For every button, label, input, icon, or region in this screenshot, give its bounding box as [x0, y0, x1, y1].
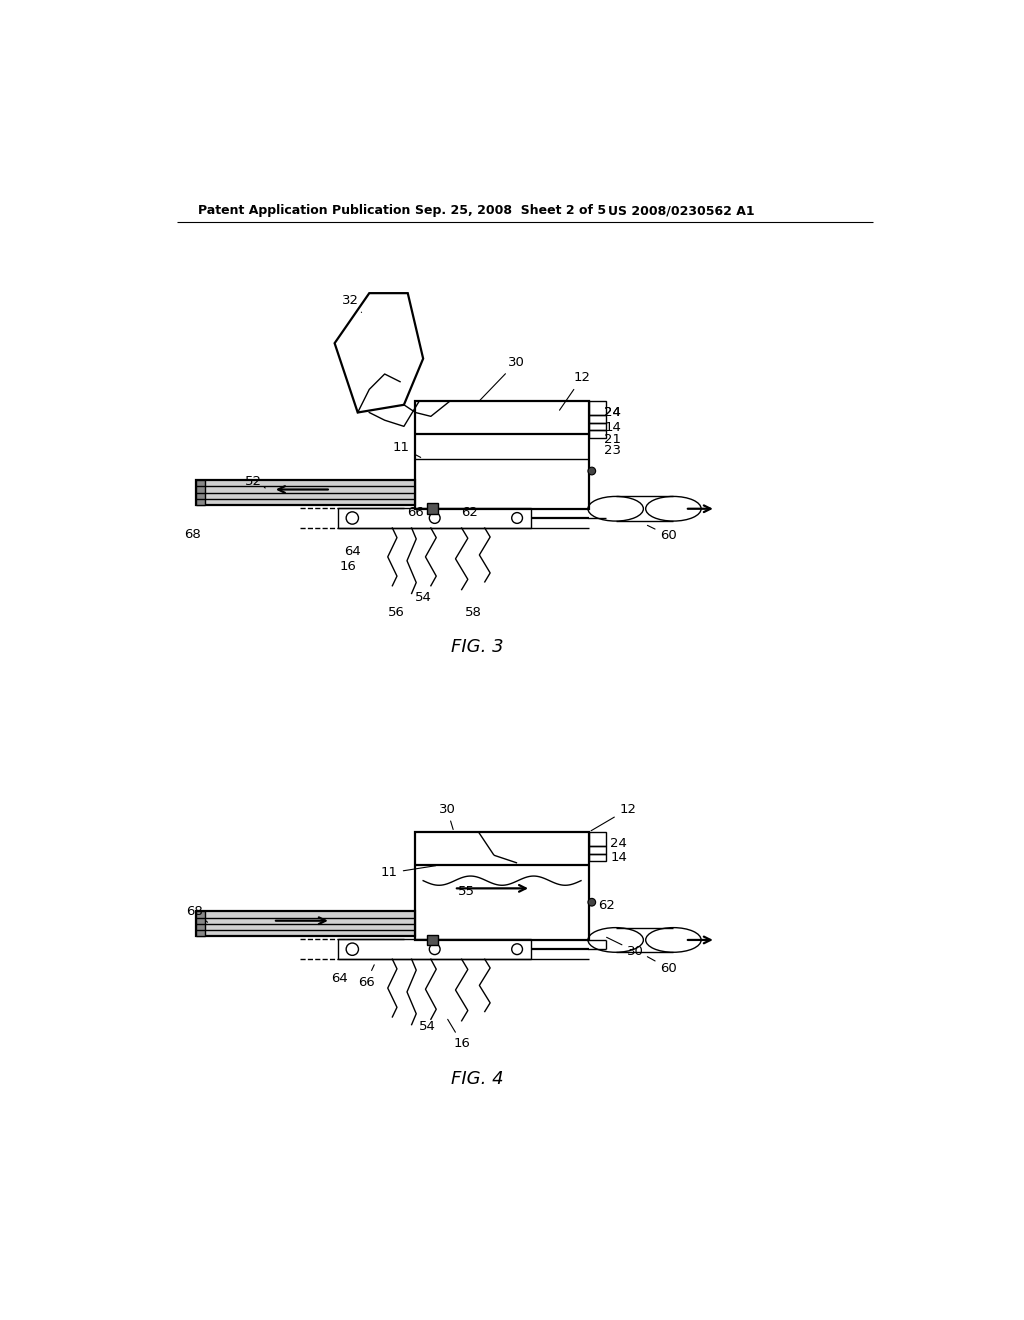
Text: 62: 62: [461, 506, 478, 519]
Bar: [427, 503, 438, 515]
Text: 66: 66: [357, 965, 375, 989]
Bar: [589, 414, 605, 422]
Text: US 2008/0230562 A1: US 2008/0230562 A1: [608, 205, 755, 218]
Text: 64: 64: [331, 972, 347, 985]
Bar: [589, 854, 605, 862]
Text: 60: 60: [647, 957, 677, 975]
Bar: [416, 832, 589, 940]
Text: 24: 24: [610, 837, 627, 850]
Text: 64: 64: [345, 545, 361, 557]
Bar: [196, 480, 416, 506]
Text: 24: 24: [604, 407, 621, 418]
Text: 24: 24: [604, 407, 621, 418]
Text: FIG. 3: FIG. 3: [451, 639, 504, 656]
Text: 16: 16: [447, 1019, 471, 1051]
Bar: [339, 508, 531, 528]
Text: 56: 56: [388, 606, 404, 619]
Text: 58: 58: [465, 606, 481, 619]
Text: 11: 11: [392, 441, 421, 458]
Text: 12: 12: [559, 371, 590, 411]
Bar: [589, 846, 605, 854]
Text: 21: 21: [604, 433, 622, 446]
Text: 68: 68: [184, 528, 201, 541]
Text: 54: 54: [415, 591, 431, 603]
Bar: [196, 911, 416, 936]
Text: 30: 30: [438, 803, 456, 829]
Text: 11: 11: [381, 866, 436, 879]
Text: 30: 30: [606, 937, 644, 958]
Text: 14: 14: [610, 851, 627, 865]
Bar: [427, 935, 438, 945]
Text: 68: 68: [186, 906, 208, 923]
Text: 62: 62: [598, 899, 614, 912]
Bar: [416, 401, 589, 508]
Text: 16: 16: [340, 560, 357, 573]
Bar: [196, 480, 205, 506]
Text: 12: 12: [591, 803, 637, 830]
Bar: [589, 430, 605, 438]
Bar: [339, 940, 531, 960]
Text: 52: 52: [245, 475, 265, 488]
Text: 55: 55: [458, 884, 475, 898]
Text: FIG. 4: FIG. 4: [451, 1069, 504, 1088]
Bar: [589, 422, 605, 430]
Text: 54: 54: [419, 1020, 435, 1034]
Bar: [589, 401, 605, 414]
Text: Sep. 25, 2008  Sheet 2 of 5: Sep. 25, 2008 Sheet 2 of 5: [416, 205, 606, 218]
Text: 30: 30: [479, 356, 524, 401]
Circle shape: [588, 467, 596, 475]
Text: 60: 60: [647, 525, 677, 543]
Text: Patent Application Publication: Patent Application Publication: [198, 205, 410, 218]
Bar: [196, 911, 205, 936]
Bar: [589, 832, 605, 846]
Text: 14: 14: [604, 421, 621, 434]
Text: 66: 66: [408, 506, 424, 519]
Text: 23: 23: [604, 445, 622, 458]
Circle shape: [588, 899, 596, 906]
Text: 32: 32: [342, 294, 361, 313]
